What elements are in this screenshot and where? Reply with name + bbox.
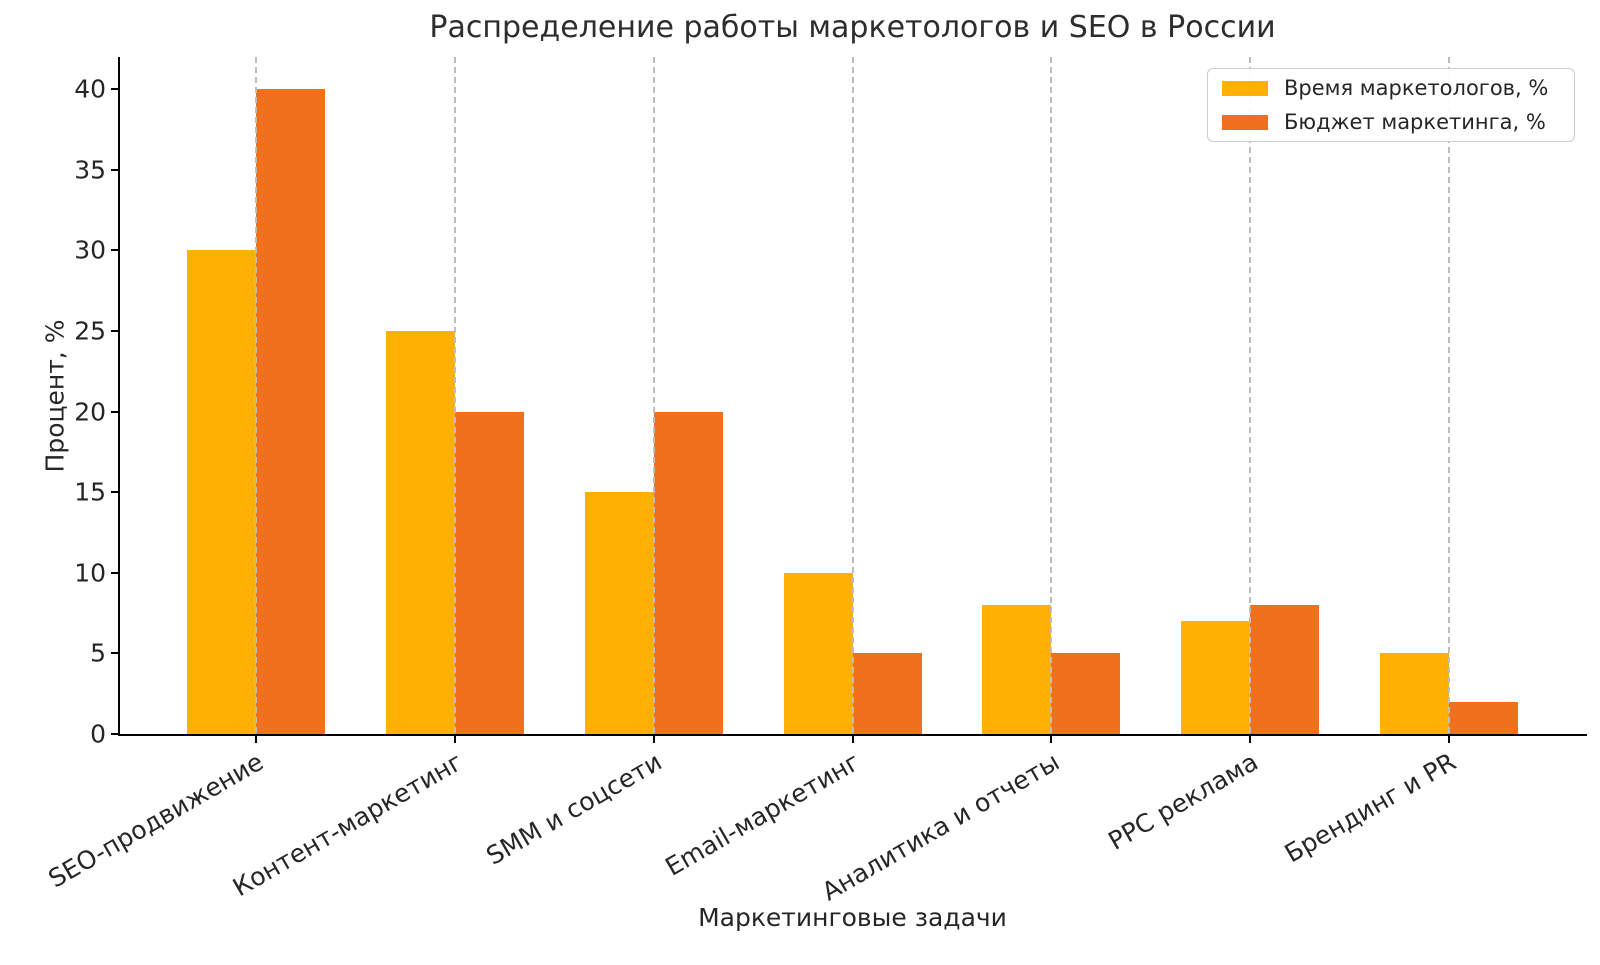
bar-series2-4 [1051,653,1121,734]
vertical-gridline [1447,57,1450,734]
bar-series2-5 [1250,605,1320,734]
y-axis-spine [118,57,120,736]
bar-series1-1 [385,331,455,734]
y-tick-label: 15 [74,477,106,507]
y-tick-mark [111,88,118,91]
x-tick-label: SMM и соцсети [480,747,667,871]
bar-series1-3 [783,572,853,734]
y-tick-mark [111,330,118,333]
vertical-gridline [1050,57,1053,734]
x-tick-mark [1249,736,1252,743]
x-tick-mark [1447,736,1450,743]
x-tick-mark [453,736,456,743]
y-tick-label: 0 [90,719,106,749]
y-tick-label: 40 [74,74,106,104]
x-tick-label: PPC реклама [1103,747,1263,856]
chart-title: Распределение работы маркетологов и SEO … [429,10,1276,45]
y-tick-label: 10 [74,558,106,588]
y-tick-label: 5 [90,638,106,668]
y-tick-label: 20 [74,397,106,427]
y-tick-label: 25 [74,316,106,346]
y-axis-title: Процент, % [40,319,70,473]
legend-swatch-series2 [1222,114,1268,130]
x-tick-mark [652,736,655,743]
y-tick-mark [111,168,118,171]
vertical-gridline [652,57,655,734]
bar-series1-6 [1379,653,1449,734]
legend-item-series1: Время маркетологов, % [1222,76,1560,100]
bar-series1-2 [584,492,654,734]
bar-series1-4 [982,605,1052,734]
y-tick-mark [111,733,118,735]
bar-series1-5 [1181,621,1251,734]
y-tick-mark [111,652,118,655]
legend-swatch-series1 [1222,80,1268,96]
bar-series2-2 [653,411,723,734]
x-axis-spine [118,734,1587,736]
y-tick-mark [111,249,118,252]
y-tick-mark [111,491,118,494]
x-tick-mark [1050,736,1053,743]
x-axis-title: Маркетинговые задачи [698,903,1007,932]
x-tick-label: Email-маркетинг [660,747,865,882]
legend-label-series1: Время маркетологов, % [1284,76,1549,100]
y-tick-mark [111,410,118,413]
bar-series2-3 [852,653,922,734]
bar-series2-6 [1448,701,1518,734]
bar-series2-1 [454,411,524,734]
vertical-gridline [1249,57,1252,734]
x-tick-mark [255,736,258,743]
legend-label-series2: Бюджет маркетинга, % [1284,110,1546,134]
x-tick-label: Брендинг и PR [1280,747,1462,869]
vertical-gridline [255,57,258,734]
y-tick-label: 30 [74,235,106,265]
y-tick-label: 35 [74,155,106,185]
legend: Время маркетологов, % Бюджет маркетинга,… [1207,68,1575,142]
bar-series1-0 [187,250,257,734]
x-tick-mark [851,736,854,743]
legend-item-series2: Бюджет маркетинга, % [1222,110,1560,134]
vertical-gridline [851,57,854,734]
y-tick-mark [111,571,118,574]
bar-series2-0 [256,89,326,734]
vertical-gridline [453,57,456,734]
